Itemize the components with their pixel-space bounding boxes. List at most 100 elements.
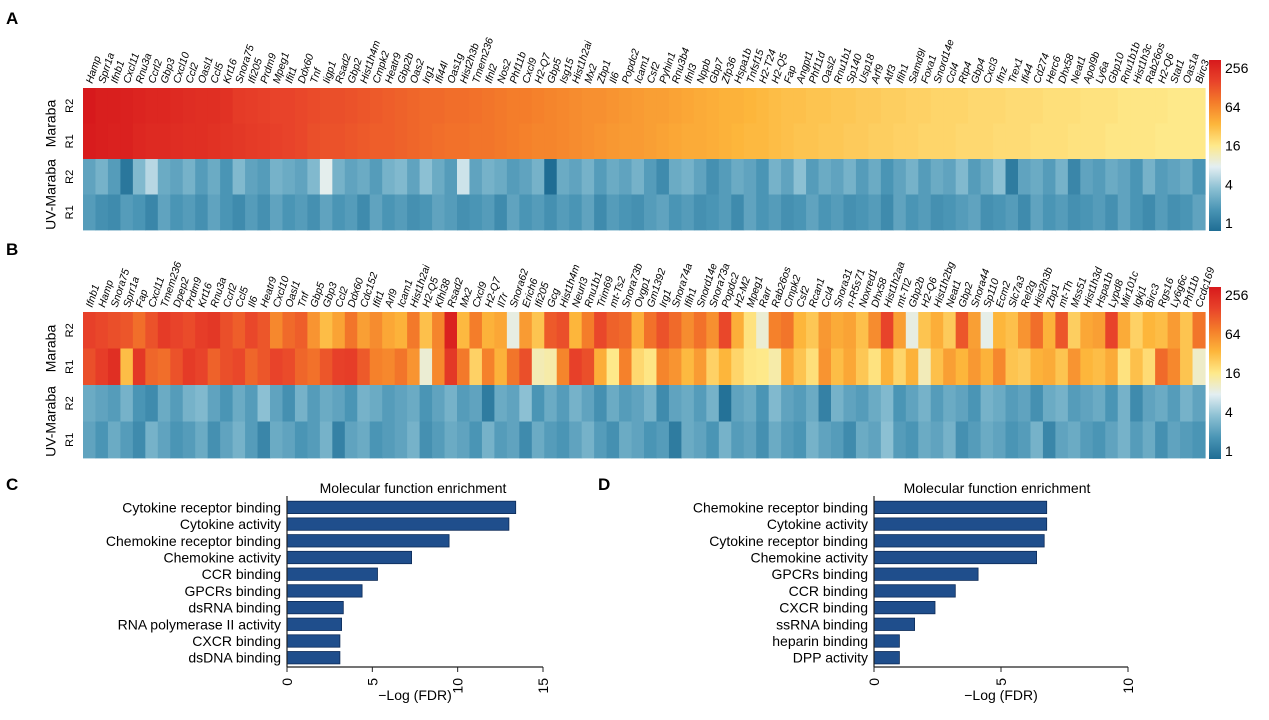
heatmap-cell-maraba-r2-Snora44 <box>968 312 982 349</box>
heatmap-cell-uv-maraba-r1-Ccrl2 <box>220 421 234 459</box>
heatmap-cell-maraba-r2-Tmem236 <box>157 312 171 349</box>
heatmap-cell-maraba-r1-Csf2 <box>793 348 807 386</box>
heatmap-cell-uv-maraba-r2-Prdm9 <box>182 385 196 422</box>
heatmap-cell-maraba-r1-H2-Q6 <box>1155 123 1169 160</box>
heatmap-cell-maraba-r2-Tmem236 <box>469 88 483 124</box>
heatmap-cell-maraba-r2-Oasl1 <box>282 312 296 349</box>
heatmap-cell-maraba-r2-H2-Q7 <box>481 312 495 349</box>
heatmap-cell-maraba-r1-Usp18 <box>855 123 869 160</box>
heatmap-cell-uv-maraba-r2-H2-Q7 <box>481 385 495 422</box>
heatmap-b: Ifnb1HampSnora75Sprr1aFapCxcl11Tmem236Dp… <box>43 260 1218 459</box>
heatmap-cell-maraba-r2-Hist1h4m <box>357 88 371 124</box>
heatmap-cell-uv-maraba-r2-Ifit1 <box>369 385 383 422</box>
heatmap-cell-maraba-r2-Atf3 <box>880 88 894 124</box>
heatmap-cell-uv-maraba-r2-Usp18 <box>855 159 869 195</box>
heatmap-cell-maraba-r2-Ccrl2 <box>145 88 159 124</box>
heatmap-cell-uv-maraba-r2-Ddx60 <box>294 159 308 195</box>
heatmap-cell-uv-maraba-r2-Ly6a <box>1092 159 1106 195</box>
heatmap-cell-uv-maraba-r1-Krt16 <box>220 194 234 231</box>
heatmap-cell-maraba-r2-Prdm9 <box>182 312 196 349</box>
heatmap-cell-maraba-r1-H2-Q7 <box>481 348 495 386</box>
heatmap-cell-maraba-r2-Oasl2 <box>818 88 832 124</box>
heatmap-cell-maraba-r1-Klhl38 <box>432 348 446 386</box>
heatmap-cell-maraba-r1-Gbp5 <box>544 123 558 160</box>
heatmap-cell-maraba-r1-Isg15 <box>556 123 570 160</box>
heatmap-cell-maraba-r2-Rarr <box>756 312 770 349</box>
heatmap-cell-maraba-r2-Hspa1b <box>731 88 745 124</box>
heatmap-cell-uv-maraba-r1-Dpep2 <box>170 421 184 459</box>
heatmap-cell-uv-maraba-r2-Popdc2 <box>619 159 633 195</box>
heatmap-cell-maraba-r2-Ccdc169 <box>1192 312 1206 349</box>
colorbar-tick-label: 256 <box>1225 60 1249 76</box>
heatmap-cell-uv-maraba-r1-Hist1h2ai <box>407 421 421 459</box>
heatmap-cell-maraba-r1-Fap <box>781 123 795 160</box>
heatmap-cell-uv-maraba-r2-Gbp4 <box>968 159 982 195</box>
heatmap-cell-maraba-r2-Irg1 <box>419 88 433 124</box>
heatmap-cell-maraba-r1-Ccrl2 <box>145 123 159 160</box>
heatmap-cell-maraba-r1-mt-Tl2 <box>893 348 907 386</box>
heatmap-cell-uv-maraba-r1-Tmem236 <box>157 421 171 459</box>
heatmap-cell-maraba-r1-Rgs16 <box>1155 348 1169 386</box>
heatmap-cell-uv-maraba-r1-Phf11b <box>506 194 520 231</box>
heatmap-cell-uv-maraba-r2-Snora62 <box>506 385 520 422</box>
heatmap-cell-maraba-r1-Stat1 <box>1167 123 1181 160</box>
heatmap-cell-uv-maraba-r1-Ddx60 <box>294 194 308 231</box>
heatmap-cell-uv-maraba-r1-Ecm2 <box>993 421 1007 459</box>
gene-label: Ifih1 <box>894 62 912 85</box>
heatmap-cell-uv-maraba-r2-Ifi205 <box>245 159 259 195</box>
heatmap-cell-maraba-r1-Snord14e <box>930 123 944 160</box>
heatmap-cell-maraba-r1-Hist1h4m <box>556 348 570 386</box>
heatmap-cell-uv-maraba-r2-Hist1h2bg <box>930 385 944 422</box>
heatmap-cell-maraba-r2-Heatr9 <box>257 312 271 349</box>
heatmap-cell-uv-maraba-r1-Slc7a3 <box>1005 421 1019 459</box>
heatmap-cell-maraba-r1-Dhx58 <box>868 348 882 386</box>
row-label: R1 <box>64 134 76 148</box>
heatmap-cell-maraba-r1-Cdc152 <box>357 348 371 386</box>
heatmap-cell-maraba-r2-Cxcl9 <box>469 312 483 349</box>
heatmap-cell-maraba-r1-Ly6a <box>1092 123 1106 160</box>
heatmap-cell-uv-maraba-r1-Ifi44 <box>1018 194 1032 231</box>
gene-label: Il6 <box>246 295 261 309</box>
heatmap-cell-maraba-r2-Rab26os <box>768 312 782 349</box>
heatmap-cell-uv-maraba-r1-Ifnz <box>993 194 1007 231</box>
heatmap-cell-uv-maraba-r2-Cdc152 <box>357 385 371 422</box>
heatmap-cell-uv-maraba-r2-Ifi44 <box>1018 159 1032 195</box>
heatmap-cell-maraba-r1-Rel2g <box>1018 348 1032 386</box>
heatmap-cell-uv-maraba-r2-Ifi44l <box>432 159 446 195</box>
row-label: R2 <box>64 170 76 184</box>
heatmap-cell-maraba-r2-Gbp2b <box>905 312 919 349</box>
heatmap-cell-maraba-r1-Rarr <box>756 348 770 386</box>
heatmap-cell-maraba-r2-Mss51 <box>1067 312 1081 349</box>
heatmap-cell-uv-maraba-r2-Hist1h2aa <box>880 385 894 422</box>
heatmap-cell-maraba-r1-Ifnl2 <box>481 123 495 160</box>
heatmap-cell-uv-maraba-r2-Popdc2 <box>718 385 732 422</box>
heatmap-cell-maraba-r2-H2-Q6 <box>918 312 932 349</box>
heatmap-cell-maraba-r1-Snora31 <box>831 348 845 386</box>
bar-dsdna-binding <box>286 651 341 665</box>
heatmap-cell-maraba-r1-Rnu1b1 <box>581 348 595 386</box>
heatmap-cell-maraba-r1-Mir101c <box>1117 348 1131 386</box>
category-label: Cytokine receptor binding <box>709 533 868 549</box>
heatmap-cell-maraba-r1-Snora44 <box>968 348 982 386</box>
heatmap-cell-uv-maraba-r1-Hist2h3b <box>1030 421 1044 459</box>
heatmap-cell-uv-maraba-r1-Icam1 <box>631 194 645 231</box>
colorbar-tick-label: 256 <box>1225 287 1249 303</box>
heatmap-cell-uv-maraba-r2-Rsad2 <box>444 385 458 422</box>
gene-label: Gcg <box>545 287 562 309</box>
chart-title: Molecular function enrichment <box>320 480 507 496</box>
heatmap-cell-maraba-r1-Erich6 <box>519 348 533 386</box>
heatmap-cell-uv-maraba-r2-H2-Q5 <box>768 159 782 195</box>
heatmap-cell-maraba-r2-Ccl2 <box>182 88 196 124</box>
category-label: CXCR binding <box>779 600 868 616</box>
heatmap-cell-maraba-r1-Cxcl11 <box>120 123 134 160</box>
heatmap-cell-maraba-r2-Ifit1 <box>282 88 296 124</box>
heatmap-cell-uv-maraba-r2-Ecm2 <box>993 385 1007 422</box>
heatmap-cell-uv-maraba-r1-Rarr <box>756 421 770 459</box>
heatmap-cell-uv-maraba-r1-Arf9 <box>868 194 882 231</box>
heatmap-cell-maraba-r2-Cxcl11 <box>145 312 159 349</box>
heatmap-cell-uv-maraba-r2-Krt16 <box>195 385 209 422</box>
heatmap-cell-uv-maraba-r1-Mx2 <box>581 194 595 231</box>
heatmap-cell-maraba-r1-Cxcl10 <box>170 123 184 160</box>
heatmap-cell-uv-maraba-r1-H2-T24 <box>756 194 770 231</box>
